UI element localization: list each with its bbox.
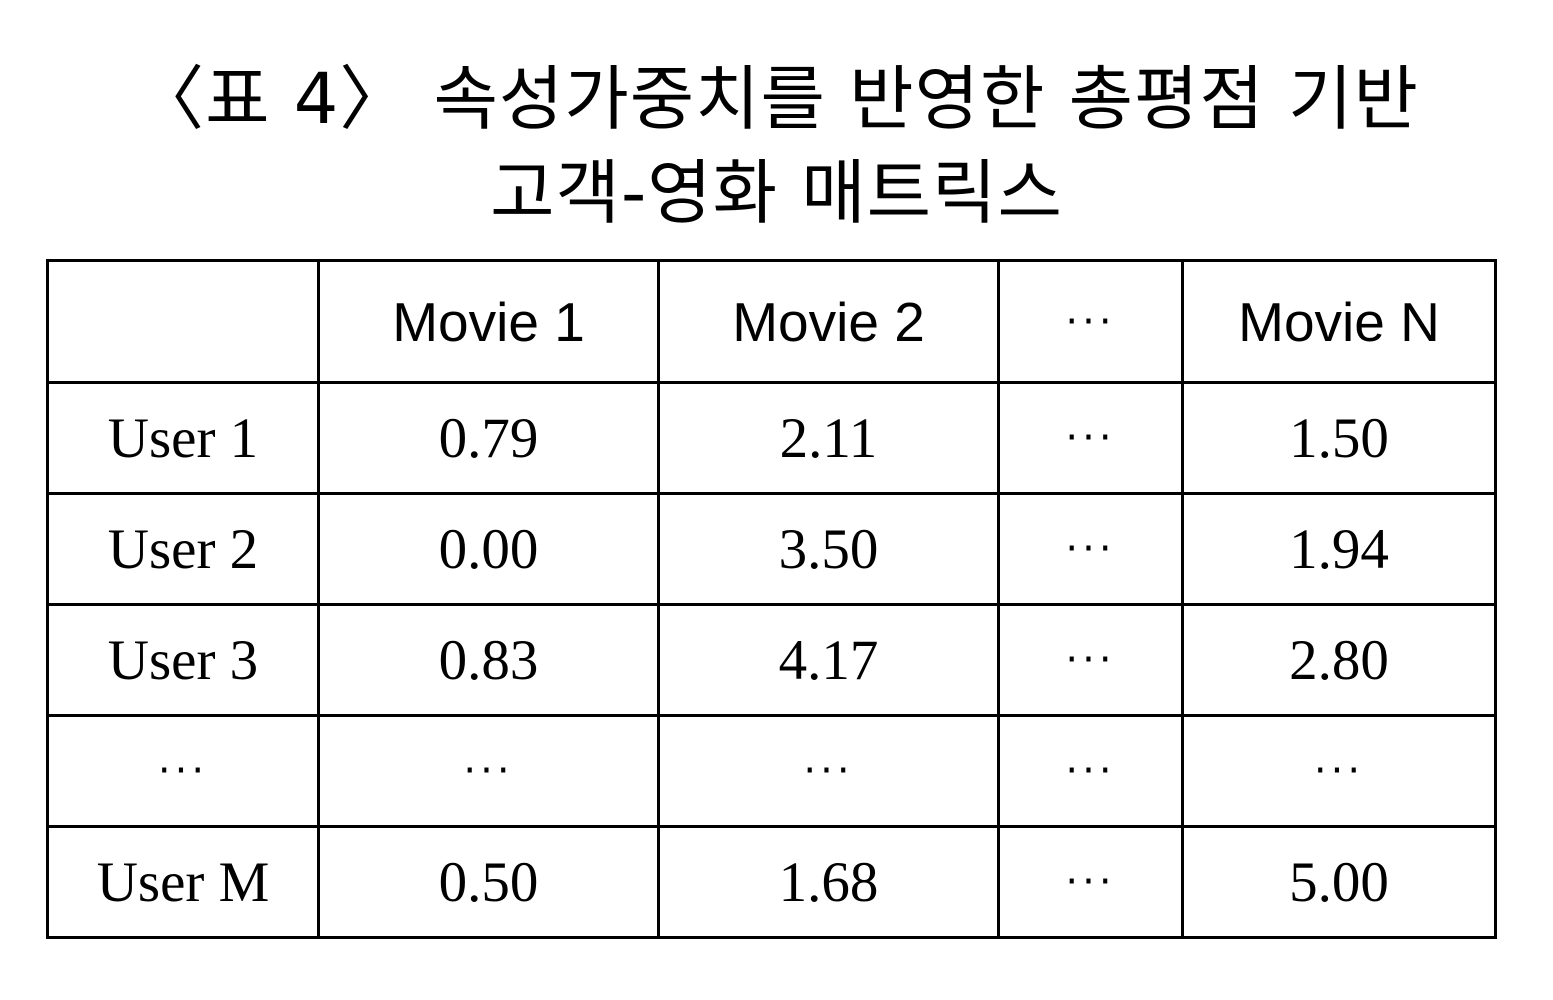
table-cell: ··· bbox=[997, 825, 1184, 939]
header-cell-ellipsis: ··· bbox=[997, 259, 1184, 384]
row-label: User 1 bbox=[46, 381, 320, 495]
table-cell: 3.50 bbox=[657, 492, 1000, 606]
header-cell-movie-2: Movie 2 bbox=[657, 259, 1000, 384]
customer-movie-matrix: Movie 1 Movie 2 ··· Movie N User 1 0.79 … bbox=[46, 259, 1497, 939]
table-row: User 2 0.00 3.50 ··· 1.94 bbox=[46, 492, 1497, 606]
table-row: ··· ··· ··· ··· ··· bbox=[46, 714, 1497, 828]
row-label: User M bbox=[46, 825, 320, 939]
table-cell: 2.11 bbox=[657, 381, 1000, 495]
table-cell: 4.17 bbox=[657, 603, 1000, 717]
table-cell: 0.00 bbox=[317, 492, 660, 606]
table-cell: ··· bbox=[1181, 714, 1497, 828]
table-cell: ··· bbox=[997, 603, 1184, 717]
table-row: User 1 0.79 2.11 ··· 1.50 bbox=[46, 381, 1497, 495]
table-cell: 5.00 bbox=[1181, 825, 1497, 939]
table-row: User 3 0.83 4.17 ··· 2.80 bbox=[46, 603, 1497, 717]
caption-line-1: 〈표 4〉 속성가중치를 반영한 총평점 기반 bbox=[134, 58, 1419, 140]
row-label: User 3 bbox=[46, 603, 320, 717]
table-cell: ··· bbox=[997, 714, 1184, 828]
table-cell: 0.50 bbox=[317, 825, 660, 939]
table-cell: ··· bbox=[657, 714, 1000, 828]
table-cell: 0.83 bbox=[317, 603, 660, 717]
header-cell-movie-1: Movie 1 bbox=[317, 259, 660, 384]
header-cell-movie-n: Movie N bbox=[1181, 259, 1497, 384]
table-cell: 1.50 bbox=[1181, 381, 1497, 495]
table-cell: 1.94 bbox=[1181, 492, 1497, 606]
table-cell: ··· bbox=[997, 492, 1184, 606]
header-row: Movie 1 Movie 2 ··· Movie N bbox=[46, 259, 1497, 384]
table-cell: ··· bbox=[317, 714, 660, 828]
row-label: User 2 bbox=[46, 492, 320, 606]
table-cell: 1.68 bbox=[657, 825, 1000, 939]
table-cell: ··· bbox=[997, 381, 1184, 495]
row-label: ··· bbox=[46, 714, 320, 828]
table-cell: 2.80 bbox=[1181, 603, 1497, 717]
header-cell-corner bbox=[46, 259, 320, 384]
caption-line-2: 고객-영화 매트릭스 bbox=[490, 152, 1063, 234]
table-caption: 〈표 4〉 속성가중치를 반영한 총평점 기반 고객-영화 매트릭스 bbox=[0, 52, 1553, 240]
table-row: User M 0.50 1.68 ··· 5.00 bbox=[46, 825, 1497, 939]
table-cell: 0.79 bbox=[317, 381, 660, 495]
